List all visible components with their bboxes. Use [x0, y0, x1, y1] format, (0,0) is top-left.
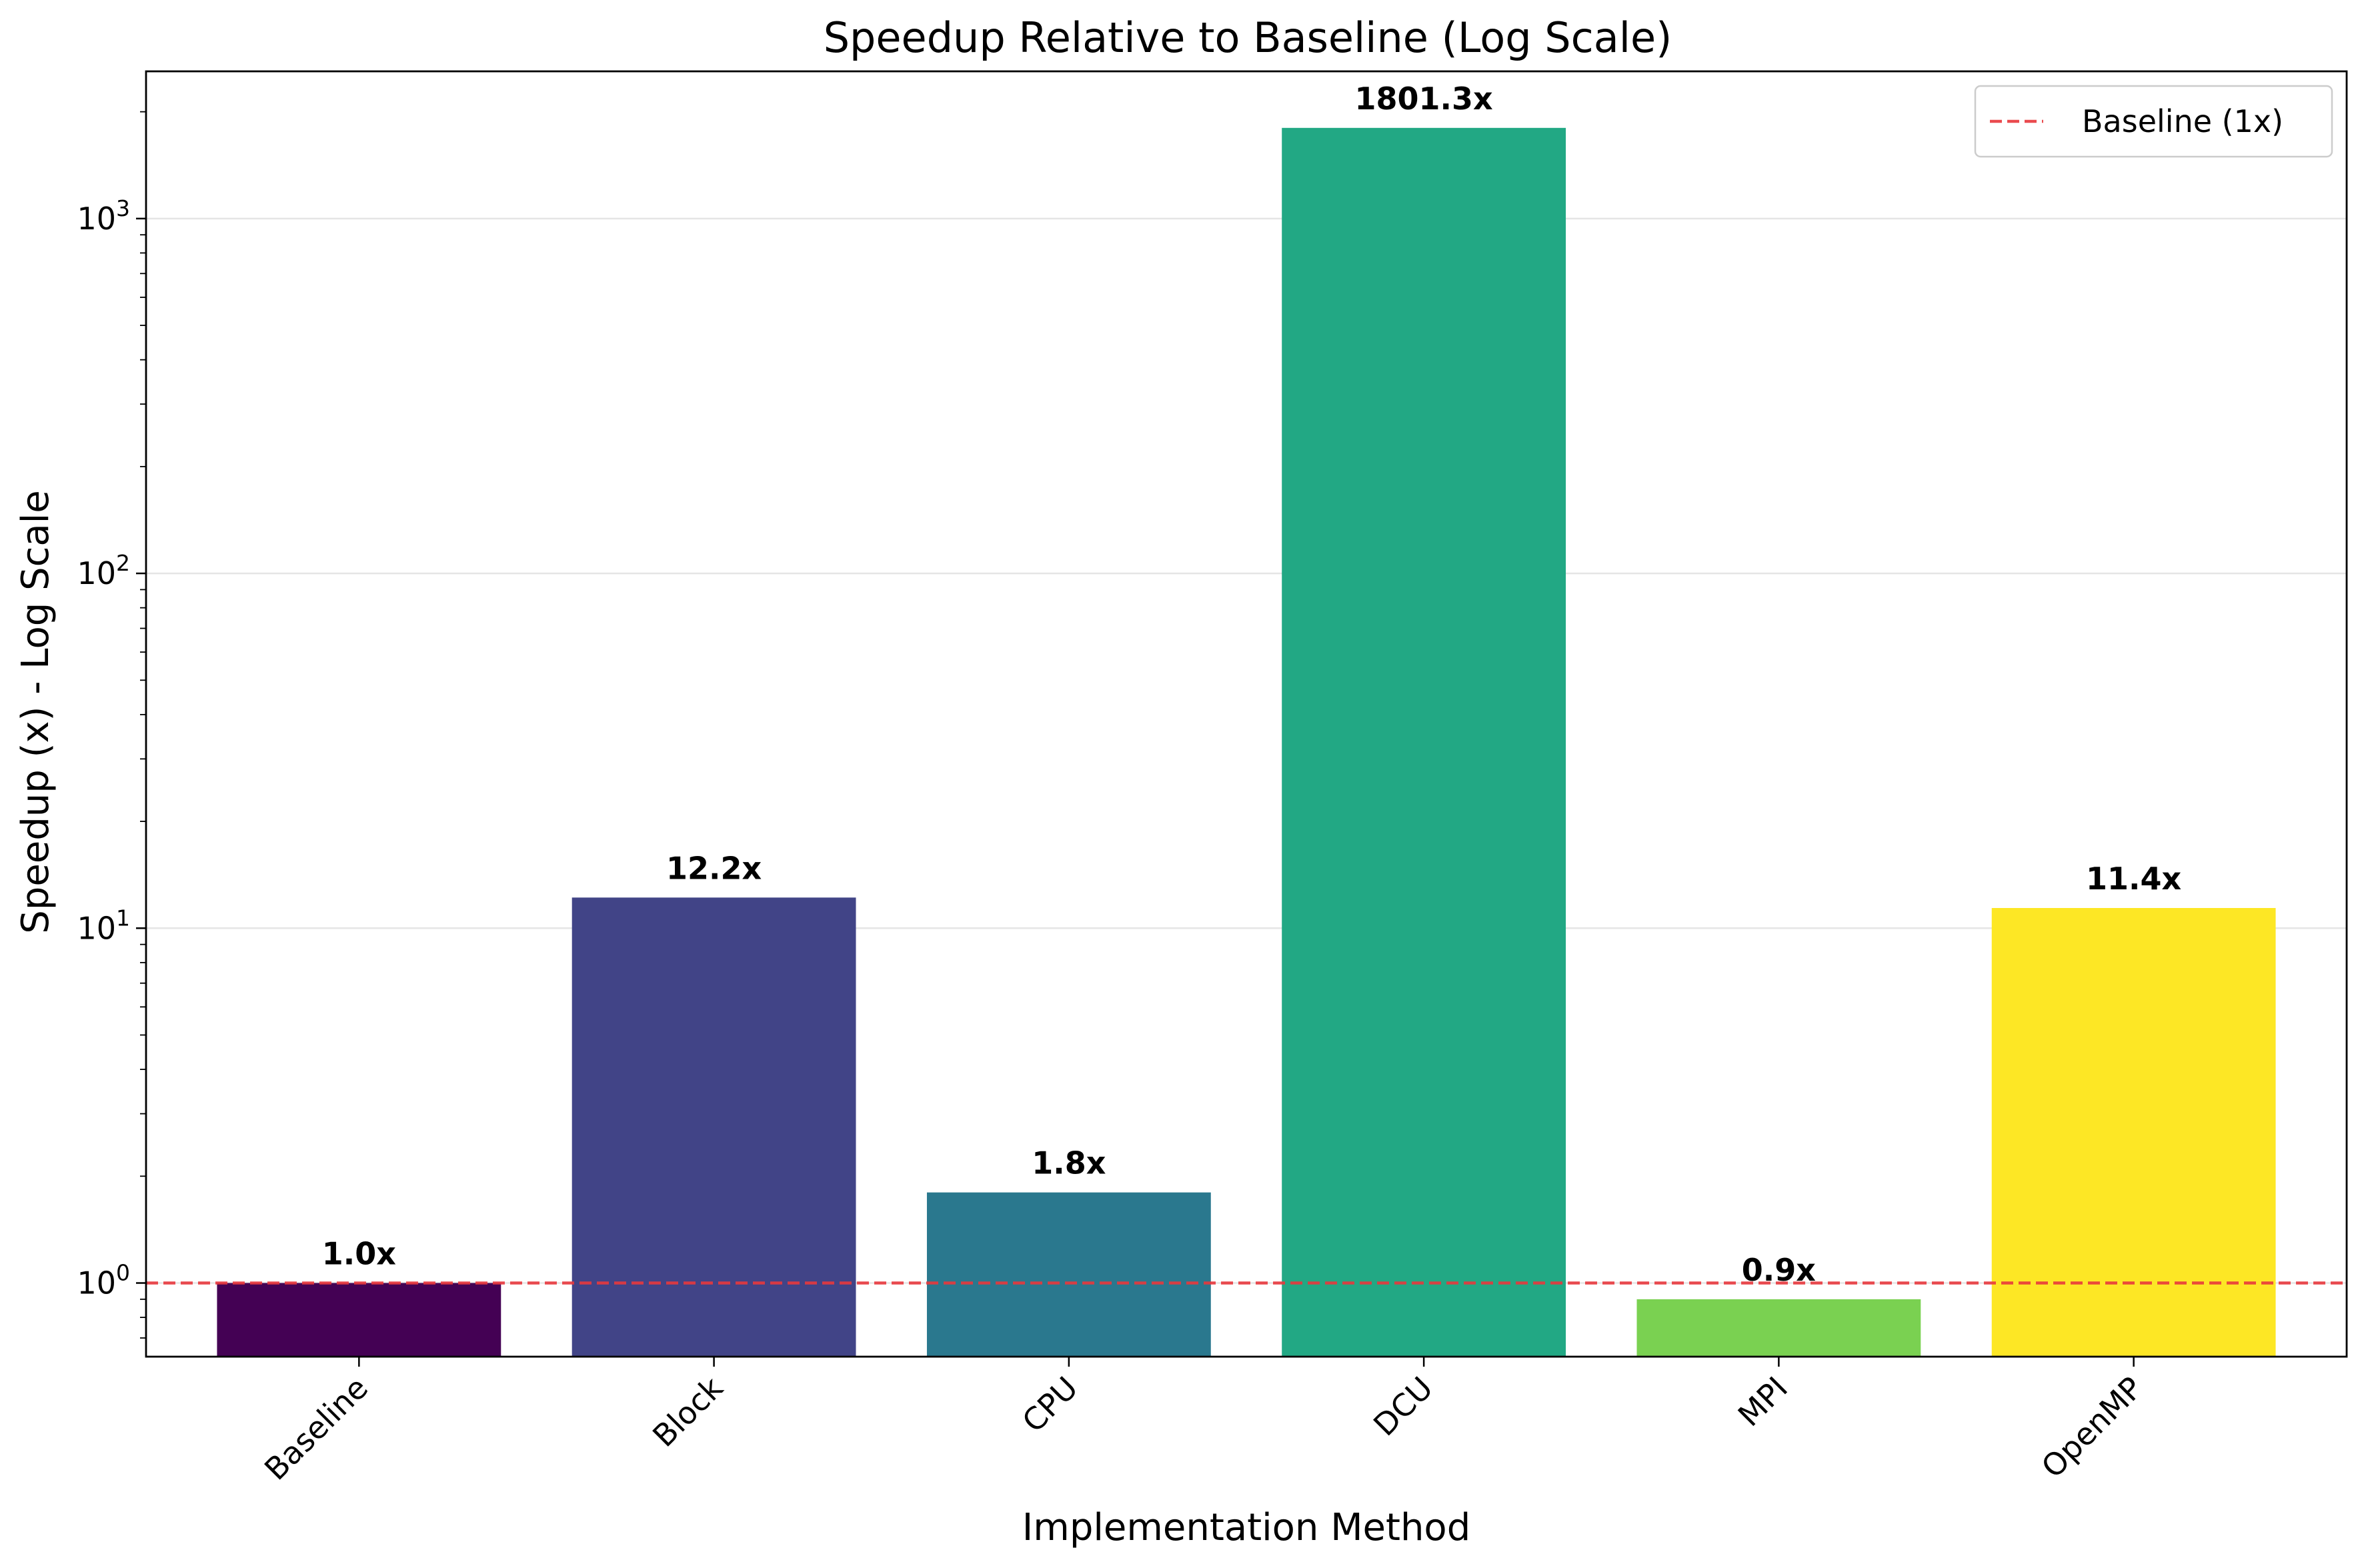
bar-value-label: 0.9x — [1742, 1252, 1816, 1288]
bar[interactable] — [926, 1192, 1211, 1357]
bar-value-labels: 1.0x 12.2x 1.8x 1801.3x 0.9x 11.4x — [322, 81, 2181, 1288]
bar-value-label: 12.2x — [666, 850, 762, 886]
bar-value-label: 1.8x — [1032, 1145, 1106, 1181]
legend-box — [1974, 85, 2333, 158]
legend-label: Baseline (1x) — [2082, 103, 2283, 139]
bar[interactable] — [1991, 908, 2276, 1357]
y-axis-title: Speedup (x) - Log Scale — [14, 490, 57, 934]
bar-value-label: 1.0x — [322, 1236, 396, 1272]
bar[interactable] — [1636, 1299, 1921, 1357]
y-tick-label: 101 — [77, 905, 130, 946]
bar[interactable] — [217, 1283, 501, 1357]
y-tick-label: 100 — [77, 1260, 130, 1301]
x-axis-title: Implementation Method — [1022, 1506, 1471, 1549]
y-tick-label: 103 — [77, 195, 130, 237]
bar[interactable] — [1282, 127, 1566, 1357]
bar-value-label: 11.4x — [2086, 861, 2181, 897]
y-tick-label: 102 — [77, 550, 130, 591]
legend[interactable]: Baseline (1x) — [1974, 85, 2333, 158]
bar[interactable] — [571, 897, 856, 1357]
chart-title: Speedup Relative to Baseline (Log Scale) — [824, 13, 1672, 62]
bar-value-label: 1801.3x — [1355, 81, 1493, 117]
